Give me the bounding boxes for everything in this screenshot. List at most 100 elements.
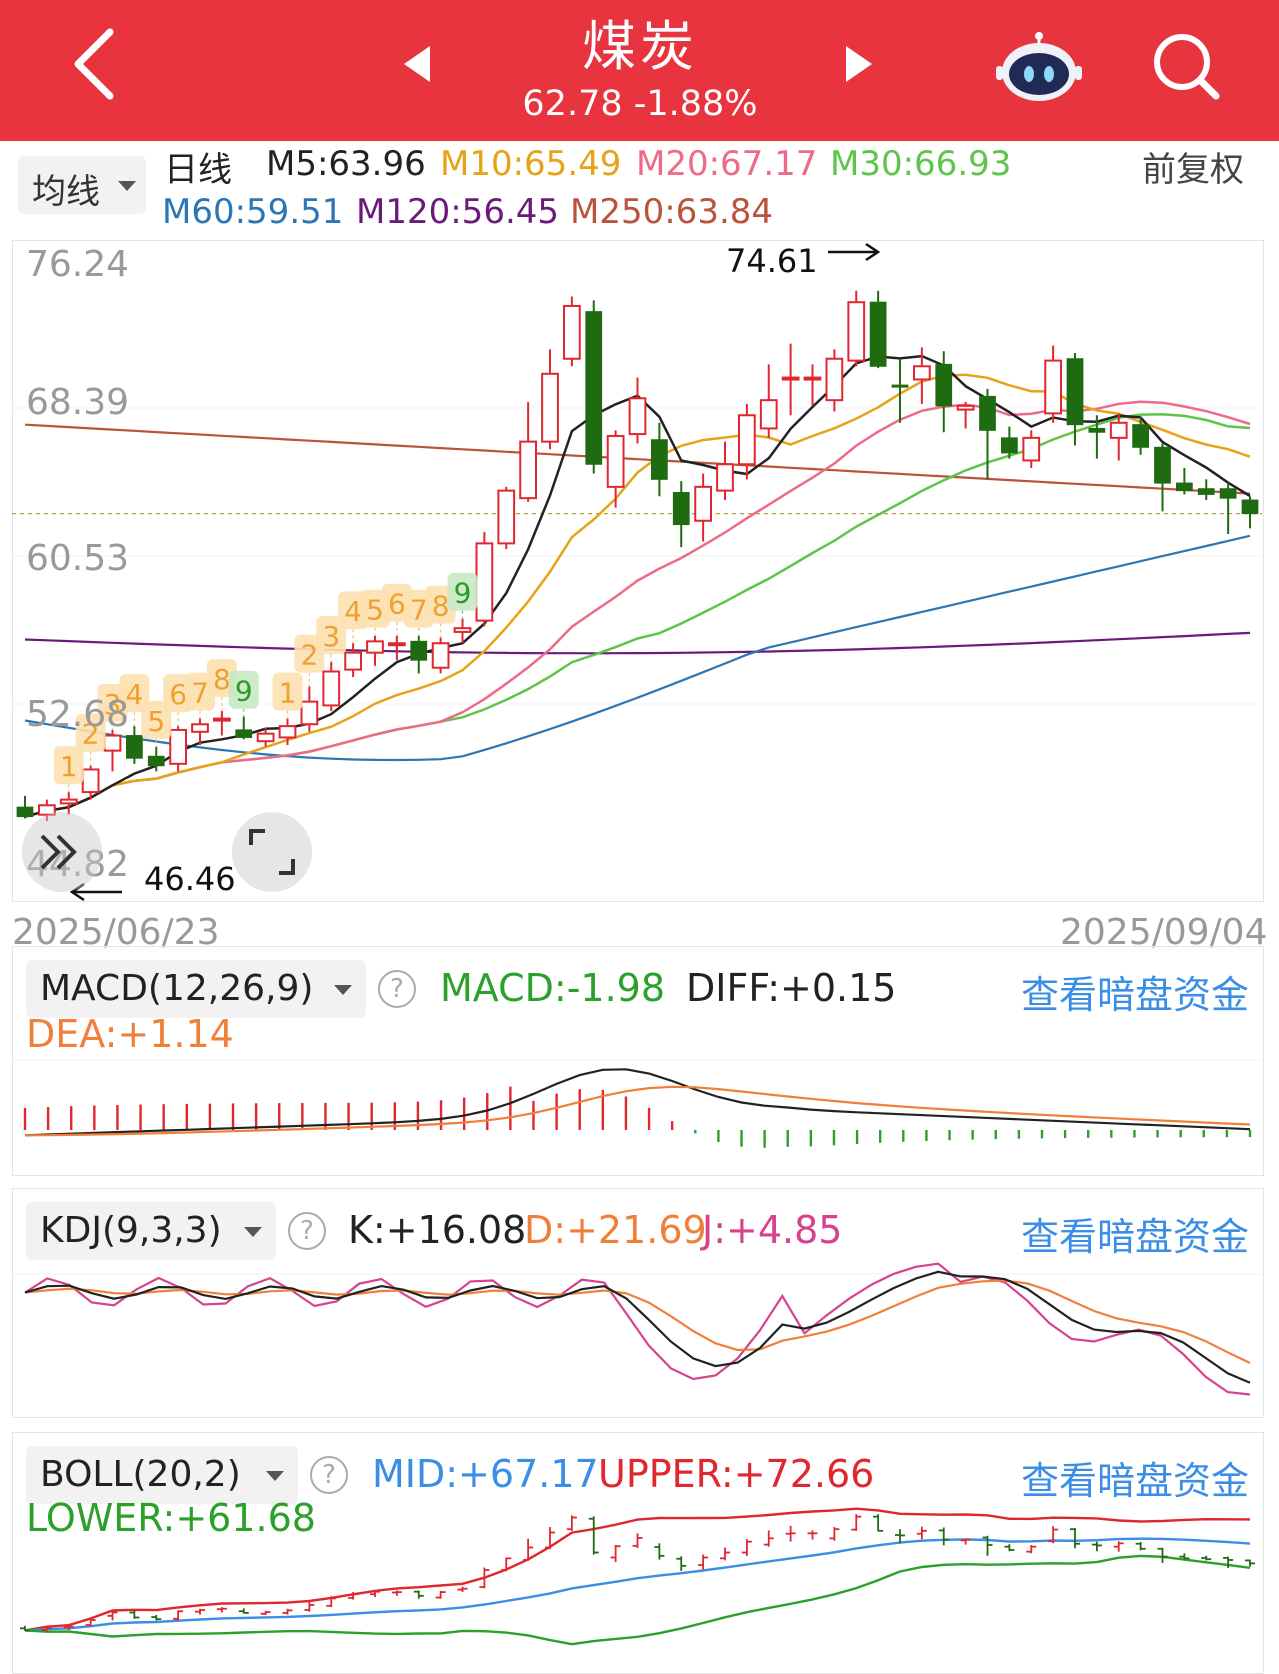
y-tick-2: 60.53 <box>26 538 129 579</box>
boll-lower-line <box>24 1554 1251 1646</box>
ma250-value: M250:63.84 <box>570 192 774 232</box>
ohlc-bar <box>545 1527 555 1550</box>
count-marker: 2 <box>294 634 325 687</box>
boll-select[interactable]: BOLL(20,2) <box>26 1446 298 1504</box>
ohlc-bar <box>107 1611 118 1621</box>
ohlc-bar <box>785 1525 796 1542</box>
view-dark-pool-link[interactable]: 查看暗盘资金 <box>1020 973 1249 1017</box>
collapse-panel-button[interactable] <box>22 812 102 892</box>
candle <box>563 296 581 367</box>
ohlc-bar <box>260 1610 271 1615</box>
candle <box>1044 345 1062 423</box>
view-dark-pool-link[interactable]: 查看暗盘资金 <box>1020 1215 1249 1259</box>
ohlc-bar <box>1201 1555 1212 1561</box>
top-bar: 煤炭 62.78 -1.88% <box>0 0 1279 141</box>
stock-price: 62.78 <box>522 84 623 124</box>
indicator-select[interactable]: 均线 <box>18 156 146 214</box>
candle <box>213 711 231 736</box>
next-stock-icon[interactable] <box>838 44 878 84</box>
y-tick-3: 52.68 <box>26 694 129 735</box>
fullscreen-icon <box>249 829 295 875</box>
candle <box>847 290 866 367</box>
previous-stock-icon[interactable] <box>398 44 438 84</box>
candle <box>891 358 909 423</box>
count-marker: 2 <box>75 713 106 766</box>
adjust-mode[interactable]: 前复权 <box>1142 150 1244 190</box>
kline-panel[interactable] <box>12 240 1264 902</box>
j-line <box>24 1262 1251 1396</box>
ohlc-bar <box>501 1557 512 1572</box>
search-icon[interactable] <box>1150 30 1222 102</box>
candle <box>431 637 450 674</box>
kdj-select-label: KDJ(9,3,3) <box>40 1210 222 1251</box>
candle <box>781 343 800 416</box>
ohlc-bar <box>741 1539 752 1556</box>
help-icon[interactable]: ? <box>310 1456 348 1494</box>
svg-text:4: 4 <box>344 595 362 628</box>
help-icon[interactable]: ? <box>288 1212 326 1250</box>
double-chevron-icon <box>40 834 77 870</box>
candle <box>388 635 406 661</box>
boll-select-label: BOLL(20,2) <box>40 1454 241 1495</box>
candle <box>628 377 647 444</box>
back-arrow-icon[interactable] <box>60 24 130 104</box>
ma30-value: M30:66.93 <box>830 144 1012 184</box>
ohlc-bar <box>20 1625 30 1632</box>
candle <box>59 792 78 815</box>
low-price-label: 46.46 <box>144 860 236 898</box>
candle <box>869 290 887 369</box>
ohlc-bar <box>982 1535 993 1556</box>
candle <box>935 351 953 433</box>
kdj-chart <box>12 1262 1262 1396</box>
help-icon[interactable]: ? <box>378 970 416 1008</box>
assistant-robot-icon[interactable] <box>996 30 1082 104</box>
high-arrow-icon <box>828 242 881 262</box>
ohlc-bar <box>1113 1541 1124 1552</box>
count-marker: 1 <box>272 672 303 719</box>
ohlc-bar <box>326 1596 337 1608</box>
candle <box>1088 415 1106 459</box>
svg-text:5: 5 <box>366 594 384 627</box>
candle <box>475 532 494 627</box>
boll-chart <box>20 1507 1255 1646</box>
svg-text:7: 7 <box>410 594 428 627</box>
candle <box>16 795 34 819</box>
kdj-select[interactable]: KDJ(9,3,3) <box>26 1202 276 1260</box>
macd-select[interactable]: MACD(12,26,9) <box>26 960 366 1018</box>
view-dark-pool-link[interactable]: 查看暗盘资金 <box>1020 1459 1249 1503</box>
ohlc-bar <box>698 1554 709 1570</box>
candle <box>1219 483 1237 534</box>
boll-mid-value: MID:+67.17 <box>372 1452 599 1496</box>
ohlc-bar <box>151 1615 162 1621</box>
candle <box>235 716 253 740</box>
candle <box>913 347 931 404</box>
candle <box>694 473 712 542</box>
svg-text:9: 9 <box>454 577 472 610</box>
candle <box>126 726 143 764</box>
ohlc-bar <box>1135 1542 1146 1551</box>
ohlc-bar <box>173 1610 184 1621</box>
candle <box>606 430 625 508</box>
candle <box>38 799 56 822</box>
ohlc-bar <box>938 1527 949 1546</box>
count-marker: 5 <box>141 700 172 747</box>
ohlc-bar <box>1048 1526 1059 1544</box>
indicator-select-label: 均线 <box>32 172 100 212</box>
ohlc-bar <box>1004 1544 1015 1552</box>
svg-text:1: 1 <box>279 677 297 710</box>
diff-line <box>24 1068 1251 1137</box>
kdj-panel[interactable] <box>12 1188 1264 1418</box>
candle <box>1241 496 1259 529</box>
ohlc-bar <box>391 1590 402 1596</box>
fullscreen-button[interactable] <box>232 812 312 892</box>
ma20-line <box>24 400 1251 818</box>
boll-upper-value: UPPER:+72.66 <box>598 1452 875 1496</box>
candle <box>716 441 734 501</box>
ma10-value: M10:65.49 <box>440 144 622 184</box>
macd-panel[interactable] <box>12 946 1264 1176</box>
candle <box>541 349 559 450</box>
candle <box>410 635 428 674</box>
ohlc-bar <box>1223 1556 1234 1568</box>
candle <box>1109 413 1128 461</box>
